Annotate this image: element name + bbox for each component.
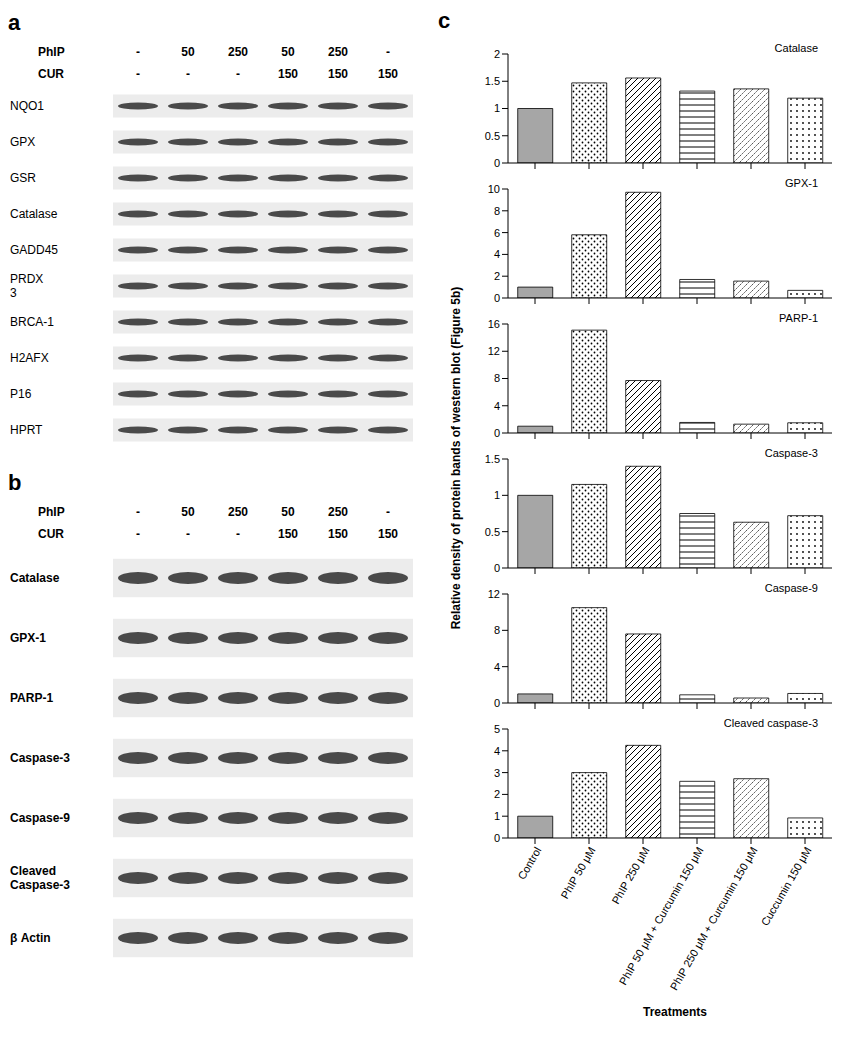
svg-text:-: - <box>136 67 140 81</box>
svg-text:PhIP 250 μM + Curcumin 150 μM: PhIP 250 μM + Curcumin 150 μM <box>668 845 760 992</box>
html-text:Caspase-3: Caspase-3 <box>764 447 818 459</box>
svg-text:PhIP 50 μM + Curcumin 150 μM: PhIP 50 μM + Curcumin 150 μM <box>616 844 706 987</box>
svg-text:Caspase-9: Caspase-9 <box>10 811 70 825</box>
svg-text:0: 0 <box>494 157 500 169</box>
svg-text:HPRT: HPRT <box>10 423 43 437</box>
svg-text:b: b <box>8 470 21 495</box>
svg-text:a: a <box>8 10 21 35</box>
svg-text:GADD45: GADD45 <box>10 243 58 257</box>
svg-text:Cleaved: Cleaved <box>10 864 56 878</box>
svg-text:4: 4 <box>494 400 500 412</box>
svg-text:0: 0 <box>494 292 500 304</box>
svg-text:8: 8 <box>494 624 500 636</box>
svg-text:Cuccumin 150 μM: Cuccumin 150 μM <box>759 845 814 928</box>
svg-text:12: 12 <box>488 588 500 600</box>
svg-text:4: 4 <box>494 248 500 260</box>
svg-text:2: 2 <box>494 48 500 60</box>
svg-text:2: 2 <box>494 270 500 282</box>
svg-text:-: - <box>186 527 190 541</box>
svg-text:Control: Control <box>515 845 543 882</box>
svg-text:-: - <box>386 45 390 59</box>
svg-text:0: 0 <box>494 427 500 439</box>
html-text:PARP-1: PARP-1 <box>779 312 818 324</box>
svg-text:-: - <box>136 527 140 541</box>
svg-text:Catalase: Catalase <box>10 207 58 221</box>
html-text:Cleaved caspase-3: Cleaved caspase-3 <box>723 717 818 729</box>
html-text:c: c <box>438 8 451 33</box>
svg-text:-: - <box>236 527 240 541</box>
svg-text:Catalase: Catalase <box>10 571 60 585</box>
svg-text:50: 50 <box>281 45 295 59</box>
svg-text:150: 150 <box>378 527 398 541</box>
svg-text:50: 50 <box>181 505 195 519</box>
svg-text:250: 250 <box>328 505 348 519</box>
svg-text:PhIP: PhIP <box>38 505 65 519</box>
svg-text:1.5: 1.5 <box>485 453 500 465</box>
svg-text:3: 3 <box>494 767 500 779</box>
svg-text:Caspase-3: Caspase-3 <box>10 878 70 892</box>
svg-text:1.5: 1.5 <box>485 75 500 87</box>
svg-text:150: 150 <box>328 527 348 541</box>
svg-text:0.5: 0.5 <box>485 130 500 142</box>
svg-text:-: - <box>186 67 190 81</box>
html-text:Catalase: Catalase <box>774 42 818 54</box>
svg-text:6: 6 <box>494 227 500 239</box>
svg-text:5: 5 <box>494 723 500 735</box>
svg-text:150: 150 <box>278 527 298 541</box>
svg-text:10: 10 <box>488 183 500 195</box>
svg-text:150: 150 <box>378 67 398 81</box>
svg-text:250: 250 <box>228 45 248 59</box>
html-text:GPX-1: GPX-1 <box>785 177 818 189</box>
svg-text:CUR: CUR <box>38 527 64 541</box>
html-text:Relative density of protein ba: Relative density of protein bands of wes… <box>449 286 463 630</box>
svg-text:-: - <box>236 67 240 81</box>
svg-text:16: 16 <box>488 318 500 330</box>
svg-text:β Actin: β Actin <box>10 931 51 945</box>
svg-text:0: 0 <box>494 697 500 709</box>
svg-text:4: 4 <box>494 661 500 673</box>
svg-text:12: 12 <box>488 345 500 357</box>
svg-text:BRCA-1: BRCA-1 <box>10 315 54 329</box>
svg-text:-: - <box>136 505 140 519</box>
svg-text:Caspase-3: Caspase-3 <box>10 751 70 765</box>
svg-text:CUR: CUR <box>38 67 64 81</box>
svg-text:150: 150 <box>328 67 348 81</box>
svg-text:NQO1: NQO1 <box>10 99 44 113</box>
svg-text:PhIP: PhIP <box>38 45 65 59</box>
svg-text:PhIP 50 μM: PhIP 50 μM <box>558 845 597 901</box>
svg-text:3: 3 <box>10 286 17 300</box>
svg-text:250: 250 <box>228 505 248 519</box>
svg-text:0.5: 0.5 <box>485 526 500 538</box>
html-text:Caspase-9: Caspase-9 <box>764 582 818 594</box>
svg-text:-: - <box>136 45 140 59</box>
svg-text:150: 150 <box>278 67 298 81</box>
svg-text:GPX: GPX <box>10 135 35 149</box>
html-text:Treatments: Treatments <box>643 1005 707 1019</box>
svg-text:50: 50 <box>181 45 195 59</box>
svg-text:PhIP 250 μM: PhIP 250 μM <box>609 845 651 906</box>
svg-text:8: 8 <box>494 205 500 217</box>
svg-text:GPX-1: GPX-1 <box>10 631 46 645</box>
svg-text:1: 1 <box>494 102 500 114</box>
svg-text:-: - <box>386 505 390 519</box>
svg-text:PARP-1: PARP-1 <box>10 691 53 705</box>
svg-text:0: 0 <box>494 562 500 574</box>
svg-text:1: 1 <box>494 810 500 822</box>
svg-text:P16: P16 <box>10 387 32 401</box>
svg-text:GSR: GSR <box>10 171 36 185</box>
svg-text:250: 250 <box>328 45 348 59</box>
svg-text:0: 0 <box>494 832 500 844</box>
svg-text:H2AFX: H2AFX <box>10 351 49 365</box>
svg-text:4: 4 <box>494 745 500 757</box>
svg-text:PRDX: PRDX <box>10 272 43 286</box>
svg-text:1: 1 <box>494 489 500 501</box>
svg-text:2: 2 <box>494 788 500 800</box>
svg-text:8: 8 <box>494 372 500 384</box>
svg-text:50: 50 <box>281 505 295 519</box>
